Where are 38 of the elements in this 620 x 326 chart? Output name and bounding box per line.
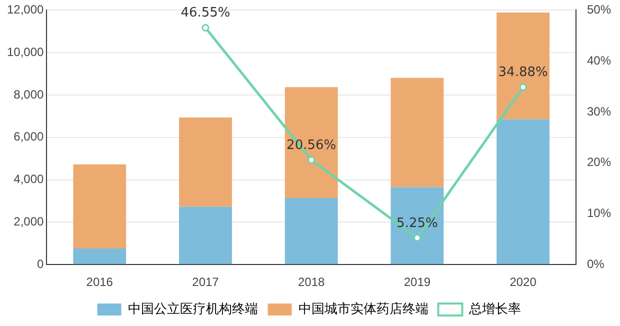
x-tick-label: 2016 (86, 275, 114, 290)
bar (73, 248, 126, 264)
bar (496, 119, 550, 264)
y-tick-label: 6,000 (14, 130, 44, 144)
y2-tick-label: 20% (586, 155, 612, 170)
data-label: 5.25% (396, 216, 438, 231)
y2-tick-label: 0% (586, 256, 605, 271)
x-tick-label: 2019 (404, 275, 431, 290)
bar (390, 187, 444, 264)
y2-tick-label: 10% (586, 206, 612, 220)
x-tick-label: 2020 (510, 275, 537, 290)
point (308, 156, 316, 164)
legend-label: 总增长率 (468, 300, 521, 317)
data-label: 34.88% (498, 65, 548, 80)
y-tick-label: 10,000 (7, 44, 44, 59)
x-tick-label: 2018 (298, 275, 326, 290)
bar (284, 198, 338, 264)
bar (73, 164, 126, 248)
bar (179, 206, 232, 264)
y-tick-label: 12,000 (7, 2, 44, 17)
y-tick-label: 4,000 (14, 172, 44, 186)
y2-tick-label: 50% (586, 2, 612, 17)
bar (496, 12, 550, 120)
y2-tick-label: 30% (586, 104, 612, 118)
point (413, 234, 421, 242)
x-tick-label: 2017 (192, 275, 220, 290)
y-tick-label: 8,000 (14, 87, 44, 102)
bar (390, 78, 444, 188)
y2-tick-label: 40% (586, 53, 612, 68)
legend-label: 中国公立医疗机构终端 (128, 300, 258, 317)
point (202, 24, 210, 32)
data-label: 46.55% (180, 6, 230, 21)
point (519, 83, 527, 91)
bar (284, 87, 338, 198)
legend-label: 中国城市实体药店终端 (298, 300, 428, 317)
y-tick-label: 2,000 (14, 214, 44, 229)
bar (179, 117, 232, 207)
y-tick-label: 0 (37, 256, 44, 271)
